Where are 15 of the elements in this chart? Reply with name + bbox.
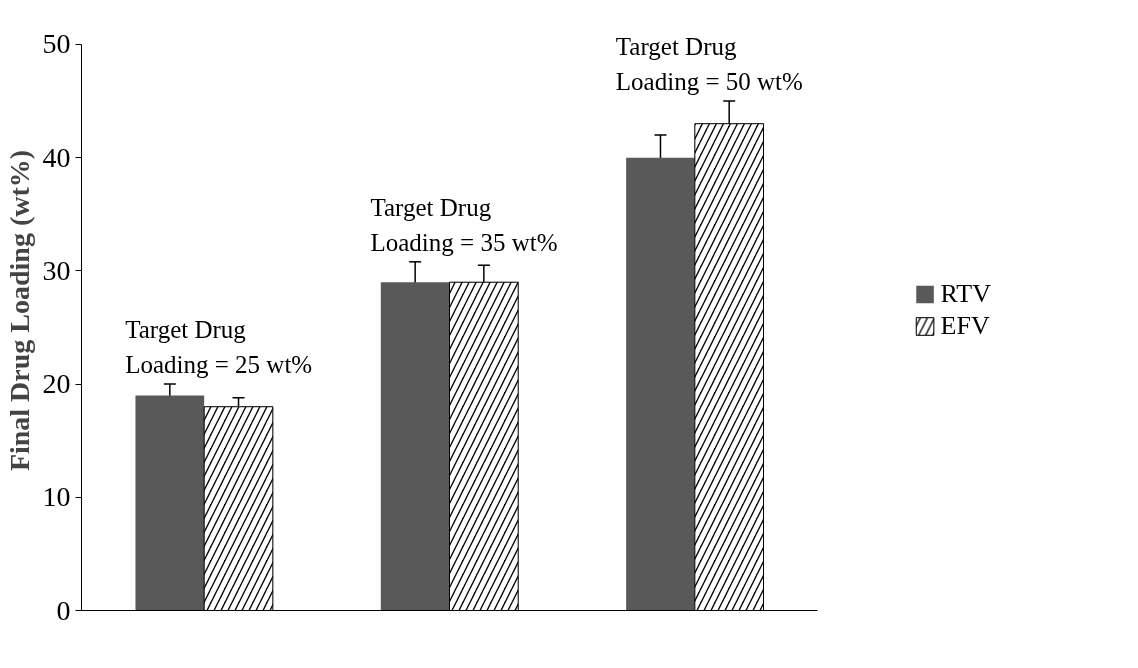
y-tick-label: 20 — [42, 368, 71, 400]
annotation: Target Drug Loading = 50 wt% — [615, 33, 803, 96]
annotation: Target Drug Loading = 35 wt% — [370, 194, 558, 257]
y-tick-label: 0 — [56, 594, 71, 626]
y-tick-label: 30 — [42, 254, 71, 286]
annotation: Target Drug Loading = 25 wt% — [125, 316, 313, 379]
bar — [380, 282, 450, 611]
y-tick-label: 50 — [42, 28, 71, 60]
legend-label: EFV — [940, 311, 990, 341]
y-axis-title: Final Drug Loading (wt%) — [3, 149, 35, 472]
y-tick-label: 40 — [42, 141, 71, 173]
bar — [135, 395, 205, 611]
bar — [626, 157, 695, 611]
legend-label: RTV — [940, 279, 991, 309]
y-tick-label: 10 — [42, 481, 71, 513]
